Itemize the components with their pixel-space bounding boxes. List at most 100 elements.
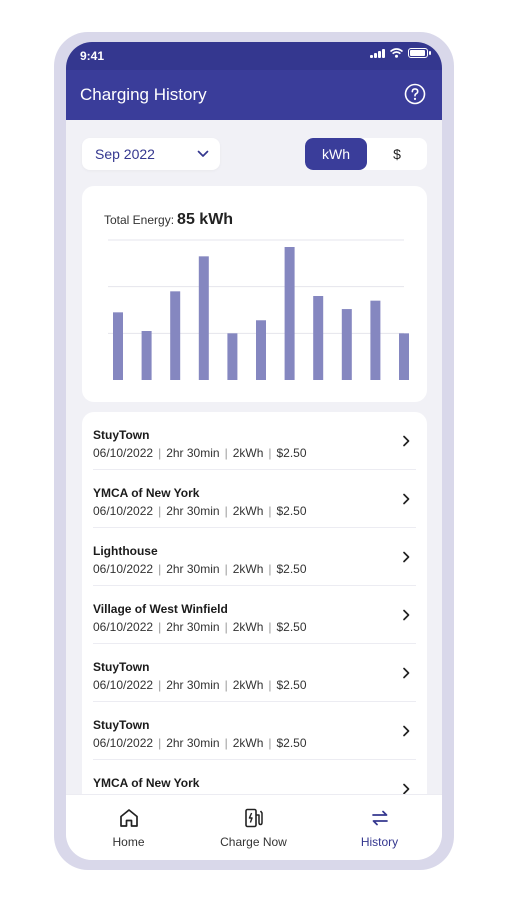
separator: | xyxy=(224,562,228,576)
tab-charge-now-label: Charge Now xyxy=(220,835,287,849)
session-energy: 2kWh xyxy=(232,504,264,518)
home-icon xyxy=(119,809,138,827)
session-duration: 2hr 30min xyxy=(166,736,220,750)
chevron-right-icon xyxy=(403,551,410,563)
tab-history-label: History xyxy=(360,835,399,849)
separator: | xyxy=(224,620,228,634)
session-details: 06/10/2022 | 2hr 30min | 2kWh | $2.50 xyxy=(93,504,307,518)
separator: | xyxy=(224,446,228,460)
chart-bar xyxy=(141,331,152,380)
separator: | xyxy=(224,504,228,518)
tab-history[interactable]: History xyxy=(317,795,442,860)
session-duration: 2hr 30min xyxy=(166,562,220,576)
status-time: 9:41 xyxy=(80,49,105,63)
row-divider xyxy=(93,643,416,644)
wifi-icon xyxy=(390,48,403,58)
session-energy: 2kWh xyxy=(232,736,264,750)
chevron-down-icon xyxy=(197,150,209,157)
phone-frame: 9:41 Charging History xyxy=(54,32,454,870)
session-list: StuyTown 06/10/2022 | 2hr 30min | 2kWh | $2.50 Y… xyxy=(82,412,427,832)
separator: | xyxy=(158,446,162,460)
session-row[interactable]: Village of West Winfield 06/10/2022 | 2hr 3… xyxy=(82,586,427,644)
separator: | xyxy=(224,678,228,692)
row-divider xyxy=(93,469,416,470)
session-details: 06/10/2022 | 2hr 30min | 2kWh | $2.50 xyxy=(93,620,307,634)
ev-charger-icon xyxy=(244,808,263,828)
chart-bar xyxy=(370,300,381,380)
separator: | xyxy=(158,504,162,518)
separator: | xyxy=(158,678,162,692)
session-details: 06/10/2022 | 2hr 30min | 2kWh | $2.50 xyxy=(93,446,307,460)
session-location: StuyTown xyxy=(93,718,150,732)
total-energy-value: 85 kWh xyxy=(177,211,234,228)
chart-bar xyxy=(198,256,209,380)
session-date: 06/10/2022 xyxy=(93,736,154,750)
session-location: YMCA of New York xyxy=(93,486,200,500)
chevron-right-icon xyxy=(403,609,410,621)
session-cost: $2.50 xyxy=(276,562,307,576)
bottom-tab-bar: Home Charge Now History xyxy=(66,794,442,860)
separator: | xyxy=(268,562,272,576)
energy-chart-card: Total Energy: 85 kWh xyxy=(82,186,427,402)
row-divider xyxy=(93,701,416,702)
session-energy: 2kWh xyxy=(232,562,264,576)
session-cost: $2.50 xyxy=(276,446,307,460)
separator: | xyxy=(268,504,272,518)
tab-charge-now[interactable]: Charge Now xyxy=(191,795,316,860)
session-location: StuyTown xyxy=(93,428,150,442)
session-date: 06/10/2022 xyxy=(93,562,154,576)
session-row[interactable]: StuyTown 06/10/2022 | 2hr 30min | 2kWh | $2.50 xyxy=(82,412,427,470)
row-divider xyxy=(93,527,416,528)
session-date: 06/10/2022 xyxy=(93,504,154,518)
chart-bar xyxy=(313,296,324,380)
session-row[interactable]: StuyTown 06/10/2022 | 2hr 30min | 2kWh | $2.50 xyxy=(82,702,427,760)
row-divider xyxy=(93,759,416,760)
chevron-right-icon xyxy=(403,493,410,505)
session-cost: $2.50 xyxy=(276,678,307,692)
month-dropdown[interactable]: Sep 2022 xyxy=(82,138,220,170)
session-location: Lighthouse xyxy=(93,544,158,558)
status-bar: 9:41 xyxy=(66,42,442,70)
app-header: Charging History xyxy=(66,70,442,120)
unit-option-dollar[interactable]: $ xyxy=(393,146,401,162)
session-row[interactable]: StuyTown 06/10/2022 | 2hr 30min | 2kWh | $2.50 xyxy=(82,644,427,702)
total-energy-label: Total Energy: xyxy=(104,213,175,227)
session-details: 06/10/2022 | 2hr 30min | 2kWh | $2.50 xyxy=(93,562,307,576)
session-date: 06/10/2022 xyxy=(93,446,154,460)
status-icons xyxy=(370,48,431,58)
separator: | xyxy=(268,620,272,634)
separator: | xyxy=(268,446,272,460)
chart-bar xyxy=(399,333,409,380)
signal-icon xyxy=(370,48,385,58)
page-title: Charging History xyxy=(80,85,207,104)
session-location: StuyTown xyxy=(93,660,150,674)
chevron-right-icon xyxy=(403,783,410,795)
session-row[interactable]: YMCA of New York 06/10/2022 | 2hr 30min | 2kW… xyxy=(82,470,427,528)
unit-option-kwh[interactable]: kWh xyxy=(305,138,367,170)
chevron-right-icon xyxy=(403,435,410,447)
separator: | xyxy=(158,562,162,576)
separator: | xyxy=(158,736,162,750)
separator: | xyxy=(224,736,228,750)
session-energy: 2kWh xyxy=(232,620,264,634)
chart-bar xyxy=(113,312,123,380)
tab-home[interactable]: Home xyxy=(66,795,191,860)
total-energy: Total Energy: 85 kWh xyxy=(104,211,233,229)
session-cost: $2.50 xyxy=(276,504,307,518)
separator: | xyxy=(158,620,162,634)
session-cost: $2.50 xyxy=(276,620,307,634)
chart-bar xyxy=(170,291,181,380)
session-date: 06/10/2022 xyxy=(93,620,154,634)
chevron-right-icon xyxy=(403,667,410,679)
session-duration: 2hr 30min xyxy=(166,446,220,460)
chart-bar xyxy=(341,309,352,380)
session-energy: 2kWh xyxy=(232,446,264,460)
session-row[interactable]: Lighthouse 06/10/2022 | 2hr 30min | 2kWh | $2.5… xyxy=(82,528,427,586)
session-duration: 2hr 30min xyxy=(166,678,220,692)
help-circle-icon[interactable] xyxy=(404,83,426,105)
chart-bar xyxy=(227,333,238,380)
month-dropdown-value: Sep 2022 xyxy=(95,146,155,162)
tab-home-label: Home xyxy=(112,835,145,849)
app-screen: 9:41 Charging History xyxy=(66,42,442,860)
chart-bar xyxy=(256,320,266,380)
